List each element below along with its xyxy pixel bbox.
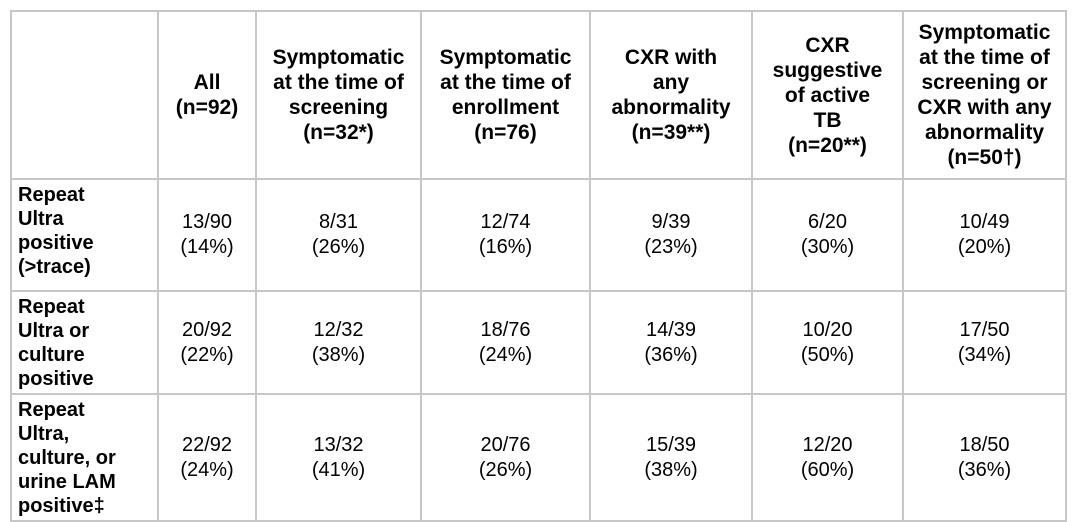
data-cell: 12/32 (38%) <box>255 290 422 395</box>
row-label: Repeat Ultra positive (>trace) <box>10 178 159 292</box>
col-header-cxr-any-abnormality: CXR with any abnormality (n=39**) <box>589 10 753 180</box>
row-label: Repeat Ultra or culture positive <box>10 290 159 395</box>
data-cell: 20/76 (26%) <box>420 393 591 522</box>
data-cell: 12/20 (60%) <box>751 393 904 522</box>
table-row-repeat-ultra-or-culture: Repeat Ultra or culture positive 20/92 (… <box>10 290 1067 395</box>
col-header-symptomatic-enrollment: Symptomatic at the time of enrollment (n… <box>420 10 591 180</box>
col-header-cxr-active-tb: CXR suggestive of active TB (n=20**) <box>751 10 904 180</box>
data-cell: 13/90 (14%) <box>157 178 257 292</box>
data-cell: 6/20 (30%) <box>751 178 904 292</box>
table-row-repeat-ultra-culture-lam: Repeat Ultra, culture, or urine LAM posi… <box>10 393 1067 522</box>
table-header-row: All (n=92) Symptomatic at the time of sc… <box>10 10 1067 180</box>
data-cell: 9/39 (23%) <box>589 178 753 292</box>
results-table: All (n=92) Symptomatic at the time of sc… <box>10 10 1067 522</box>
table-row-repeat-ultra-positive: Repeat Ultra positive (>trace) 13/90 (14… <box>10 178 1067 292</box>
data-cell: 10/49 (20%) <box>902 178 1067 292</box>
col-header-empty <box>10 10 159 180</box>
col-header-symptomatic-or-cxr: Symptomatic at the time of screening or … <box>902 10 1067 180</box>
data-cell: 13/32 (41%) <box>255 393 422 522</box>
col-header-symptomatic-screening: Symptomatic at the time of screening (n=… <box>255 10 422 180</box>
data-cell: 8/31 (26%) <box>255 178 422 292</box>
data-cell: 18/50 (36%) <box>902 393 1067 522</box>
col-header-all: All (n=92) <box>157 10 257 180</box>
data-cell: 12/74 (16%) <box>420 178 591 292</box>
data-cell: 10/20 (50%) <box>751 290 904 395</box>
data-cell: 22/92 (24%) <box>157 393 257 522</box>
data-cell: 18/76 (24%) <box>420 290 591 395</box>
row-label: Repeat Ultra, culture, or urine LAM posi… <box>10 393 159 522</box>
data-cell: 15/39 (38%) <box>589 393 753 522</box>
data-cell: 17/50 (34%) <box>902 290 1067 395</box>
data-cell: 20/92 (22%) <box>157 290 257 395</box>
data-cell: 14/39 (36%) <box>589 290 753 395</box>
